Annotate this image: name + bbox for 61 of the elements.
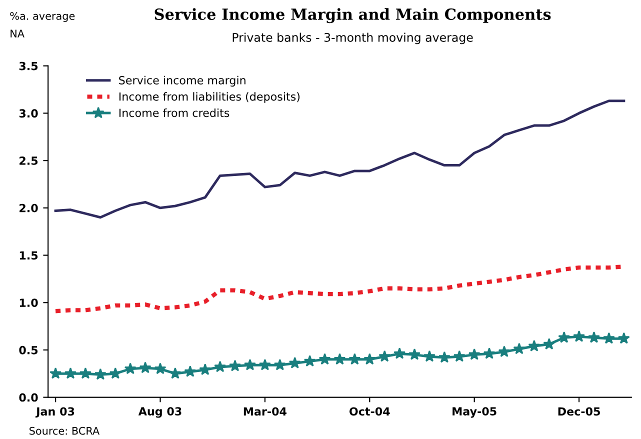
point bbox=[154, 362, 166, 374]
legend-label: Income from liabilities (deposits) bbox=[119, 92, 300, 103]
point bbox=[453, 350, 466, 362]
point bbox=[214, 360, 226, 372]
point bbox=[229, 360, 242, 372]
point bbox=[79, 367, 92, 379]
point bbox=[288, 356, 301, 368]
point bbox=[408, 348, 420, 360]
point bbox=[378, 350, 391, 362]
y-tick-label: 0.0 bbox=[19, 393, 38, 402]
point bbox=[109, 367, 122, 379]
source-note: Source: BCRA bbox=[30, 426, 100, 435]
x-tick-label: Aug 03 bbox=[138, 407, 182, 418]
point bbox=[258, 358, 271, 370]
point bbox=[528, 340, 540, 352]
point bbox=[94, 368, 106, 380]
point bbox=[169, 367, 182, 379]
point bbox=[274, 358, 286, 370]
y-tick-label: 2.5 bbox=[20, 156, 38, 165]
point bbox=[602, 332, 615, 344]
point bbox=[184, 365, 196, 377]
point bbox=[304, 355, 316, 366]
point bbox=[468, 348, 480, 360]
point bbox=[513, 342, 526, 354]
point bbox=[558, 331, 570, 343]
x-tick-label: Dec-05 bbox=[558, 407, 600, 416]
point bbox=[139, 362, 152, 374]
point bbox=[618, 332, 630, 344]
point bbox=[394, 347, 406, 359]
x-tick-label: May-05 bbox=[452, 407, 496, 418]
point bbox=[573, 330, 586, 342]
text: NA bbox=[10, 30, 24, 38]
point bbox=[318, 353, 331, 365]
y-axis-title: %a. average bbox=[10, 12, 75, 22]
point bbox=[364, 353, 376, 365]
point bbox=[588, 331, 600, 343]
legend-label: Service income margin bbox=[119, 76, 246, 87]
point bbox=[438, 351, 450, 363]
x-tick-label: Mar-04 bbox=[244, 407, 286, 416]
point bbox=[334, 353, 346, 365]
y-tick-label: 3.5 bbox=[19, 62, 38, 70]
y-tick-label: 3.0 bbox=[19, 109, 38, 118]
point bbox=[244, 358, 256, 370]
x-tick-label: Jan 03 bbox=[35, 407, 74, 418]
legend-label: Income from credits bbox=[119, 108, 230, 118]
x-tick-label: Oct-04 bbox=[349, 407, 390, 416]
y-tick-label: 0.5 bbox=[19, 346, 38, 354]
point bbox=[124, 362, 136, 374]
point bbox=[199, 364, 212, 376]
point bbox=[543, 338, 556, 350]
y-tick-label: 1.0 bbox=[20, 298, 38, 307]
point bbox=[498, 346, 510, 358]
point bbox=[483, 347, 496, 359]
point bbox=[64, 367, 76, 379]
point bbox=[50, 367, 62, 379]
point bbox=[348, 353, 361, 365]
y-tick-label: 2.0 bbox=[20, 204, 38, 212]
chart-title: Service Income Margin and Main Components bbox=[154, 8, 551, 24]
chart-subtitle: Private banks - 3-month moving average bbox=[232, 32, 473, 44]
point bbox=[423, 350, 436, 362]
y-tick-label: 1.5 bbox=[20, 251, 38, 260]
